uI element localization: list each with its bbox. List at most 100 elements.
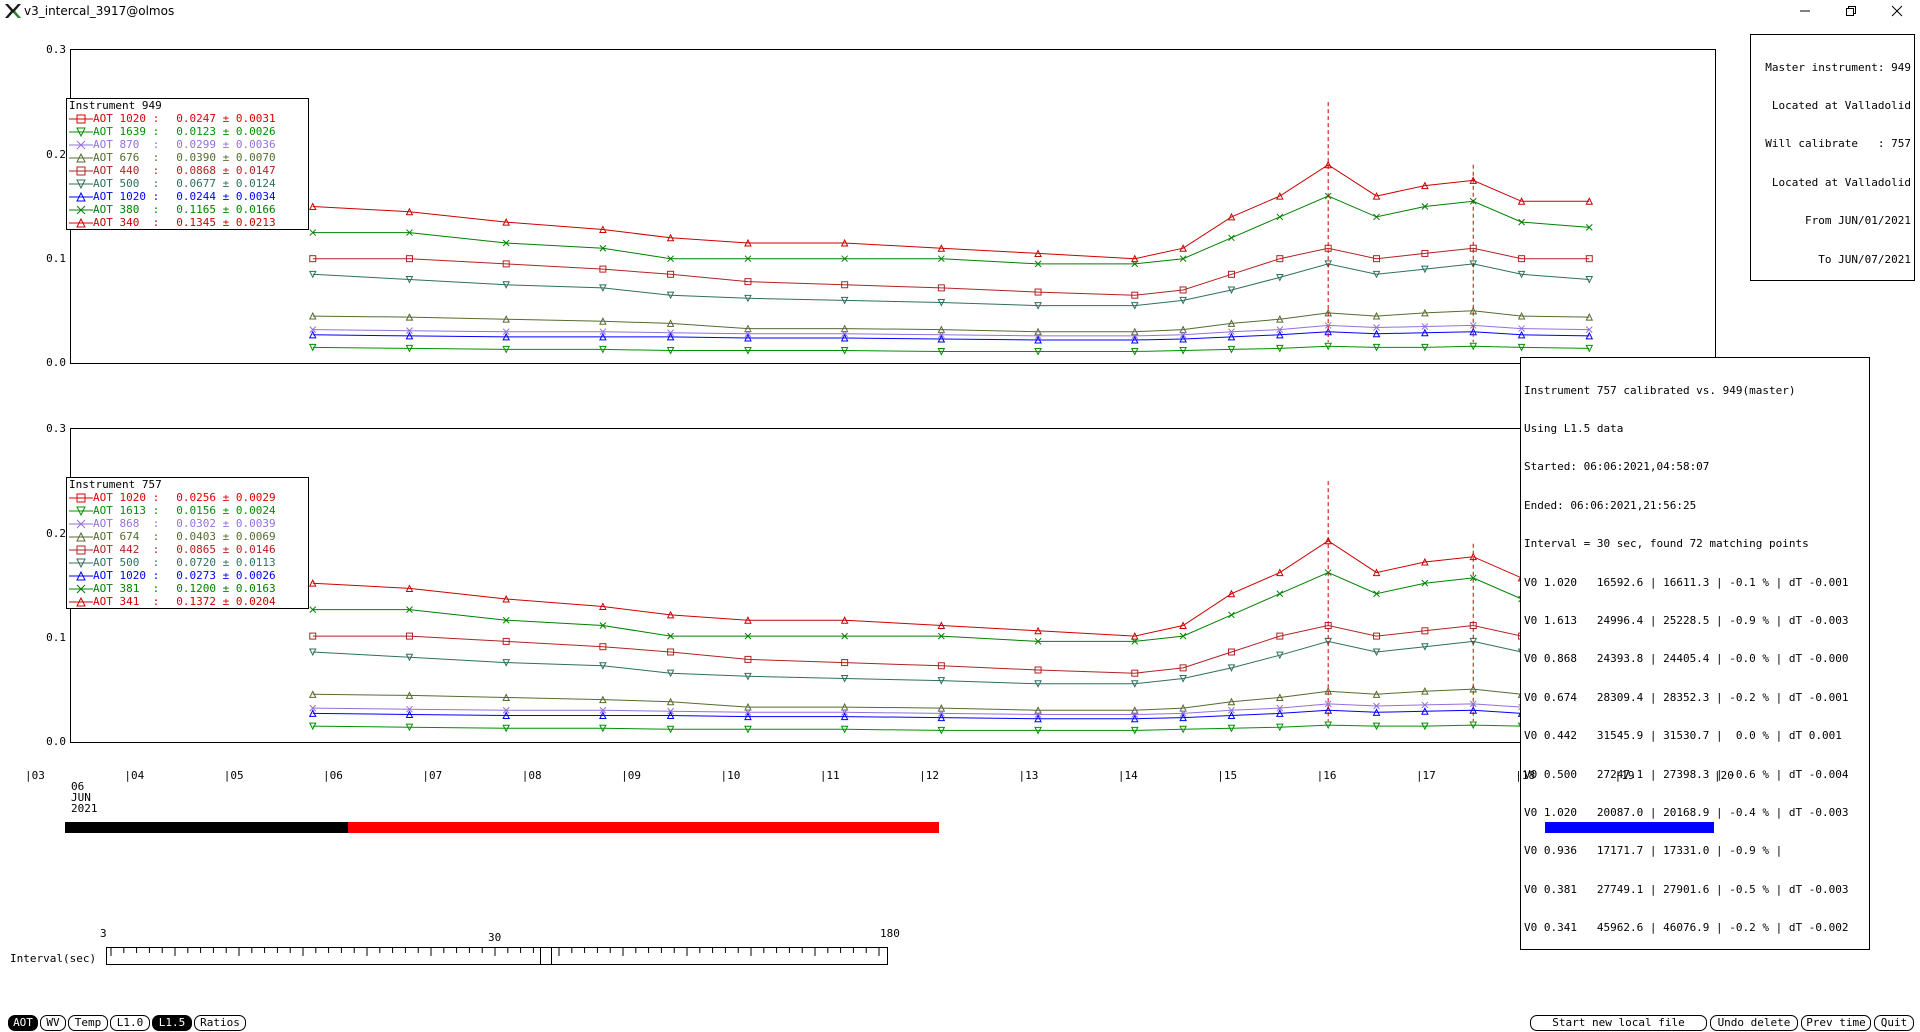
data-point (744, 702, 752, 711)
interval-slider[interactable] (106, 947, 888, 965)
data-point (937, 284, 945, 292)
data-point (1130, 327, 1139, 336)
data-point (937, 726, 946, 735)
data-point (405, 276, 414, 284)
data-point (599, 317, 607, 325)
legend-value: 0.0273 ± 0.0026 (163, 569, 276, 582)
undo-delete-button[interactable]: Undo delete (1710, 1015, 1798, 1031)
data-point (1034, 714, 1042, 723)
data-point (1517, 330, 1526, 339)
data-point (1421, 249, 1429, 257)
legend-marker (69, 140, 93, 149)
legend-label: AOT 380 : (93, 203, 160, 216)
data-point (1227, 724, 1236, 733)
data-point (666, 669, 675, 678)
prev-time-button[interactable]: Prev time (1801, 1015, 1871, 1031)
data-point (1421, 203, 1429, 210)
minimize-button[interactable] (1782, 0, 1828, 22)
data-point (1034, 302, 1042, 310)
data-point (1034, 626, 1042, 635)
legend-value: 0.0720 ± 0.0113 (163, 556, 276, 569)
legend-item: AOT 1613 : 0.0156 ± 0.0024 (69, 504, 306, 517)
date-label: 06 JUN 2021 (71, 781, 98, 814)
data-point (744, 238, 752, 247)
data-point (1421, 722, 1429, 731)
data-point (406, 705, 413, 713)
data-point (1228, 234, 1235, 242)
data-point (1421, 265, 1429, 274)
data-point (308, 648, 317, 657)
x-app-icon (5, 4, 21, 18)
window-title: v3_intercal_3917@olmos (24, 4, 175, 18)
legend-value: 0.0156 ± 0.0024 (163, 504, 276, 517)
minimize-icon (1800, 10, 1810, 12)
data-point (1372, 648, 1381, 657)
data-point (1517, 343, 1526, 352)
data-point (744, 616, 752, 624)
temp-button[interactable]: Temp (68, 1015, 108, 1031)
legend-item: AOT 340 : 0.1345 ± 0.0213 (69, 216, 306, 229)
plot-instrument-949[interactable] (70, 49, 1716, 364)
data-point (1276, 568, 1284, 577)
plot-757-canvas[interactable] (71, 429, 1715, 742)
l15-button[interactable]: L1.5 (152, 1015, 192, 1031)
data-point (405, 312, 414, 321)
interval-slider-thumb[interactable] (539, 947, 552, 965)
data-point (308, 270, 317, 279)
data-point (1372, 690, 1381, 698)
legend-item: AOT 676 : 0.0390 ± 0.0070 (69, 151, 306, 164)
legend-marker (69, 584, 93, 593)
data-point (502, 706, 510, 714)
legend-value: 0.1345 ± 0.0213 (163, 216, 276, 229)
data-point (1372, 343, 1381, 352)
calib-line: Using L1.5 data (1524, 421, 1624, 435)
plot-instrument-757[interactable] (70, 428, 1716, 743)
data-point (1585, 331, 1594, 340)
data-point (1034, 348, 1042, 356)
data-point (1034, 706, 1042, 714)
data-point (1276, 191, 1284, 200)
series-line (312, 331, 1590, 341)
data-point (502, 659, 510, 667)
data-point (1585, 344, 1594, 353)
quit-button[interactable]: Quit (1874, 1015, 1914, 1031)
legend-label: AOT 1020 : (93, 491, 160, 504)
data-point (1276, 315, 1284, 323)
series-line (312, 345, 1590, 352)
data-point (937, 703, 946, 712)
data-point (502, 711, 510, 720)
data-point (1228, 611, 1235, 619)
start-new-local-file-button[interactable]: Start new local file (1530, 1015, 1707, 1031)
restore-button[interactable] (1828, 0, 1874, 22)
legend-marker (69, 545, 93, 554)
data-point (1276, 693, 1284, 702)
legend-value: 0.0390 ± 0.0070 (163, 151, 276, 164)
data-point (599, 265, 607, 273)
series-line (312, 688, 1590, 711)
legend-item: AOT 341 : 0.1372 ± 0.0204 (69, 595, 306, 608)
aot-button[interactable]: AOT (8, 1015, 38, 1031)
data-point (308, 343, 317, 352)
data-point (841, 255, 849, 263)
data-point (1421, 323, 1429, 330)
data-point (1421, 328, 1429, 337)
data-point (1179, 346, 1187, 355)
data-point (744, 346, 752, 355)
y-tick: 0.1 (46, 631, 66, 644)
data-point (1421, 687, 1429, 695)
calibration-results-box: Instrument 757 calibrated vs. 949(master… (1520, 357, 1870, 950)
close-button[interactable] (1874, 0, 1920, 22)
legend-marker (69, 205, 93, 214)
plot-949-canvas[interactable] (71, 50, 1715, 363)
legend-marker (69, 506, 93, 516)
calib-line: V0 1.020 20087.0 | 20168.9 | -0.4 % | dT… (1524, 805, 1849, 819)
data-point (840, 725, 849, 734)
l10-button[interactable]: L1.0 (110, 1015, 150, 1031)
data-point (667, 255, 674, 263)
data-point (405, 207, 414, 216)
data-point (666, 319, 675, 327)
data-point (1517, 270, 1526, 279)
wv-button[interactable]: WV (40, 1015, 66, 1031)
ratios-button[interactable]: Ratios (194, 1015, 246, 1031)
data-point (405, 331, 414, 340)
